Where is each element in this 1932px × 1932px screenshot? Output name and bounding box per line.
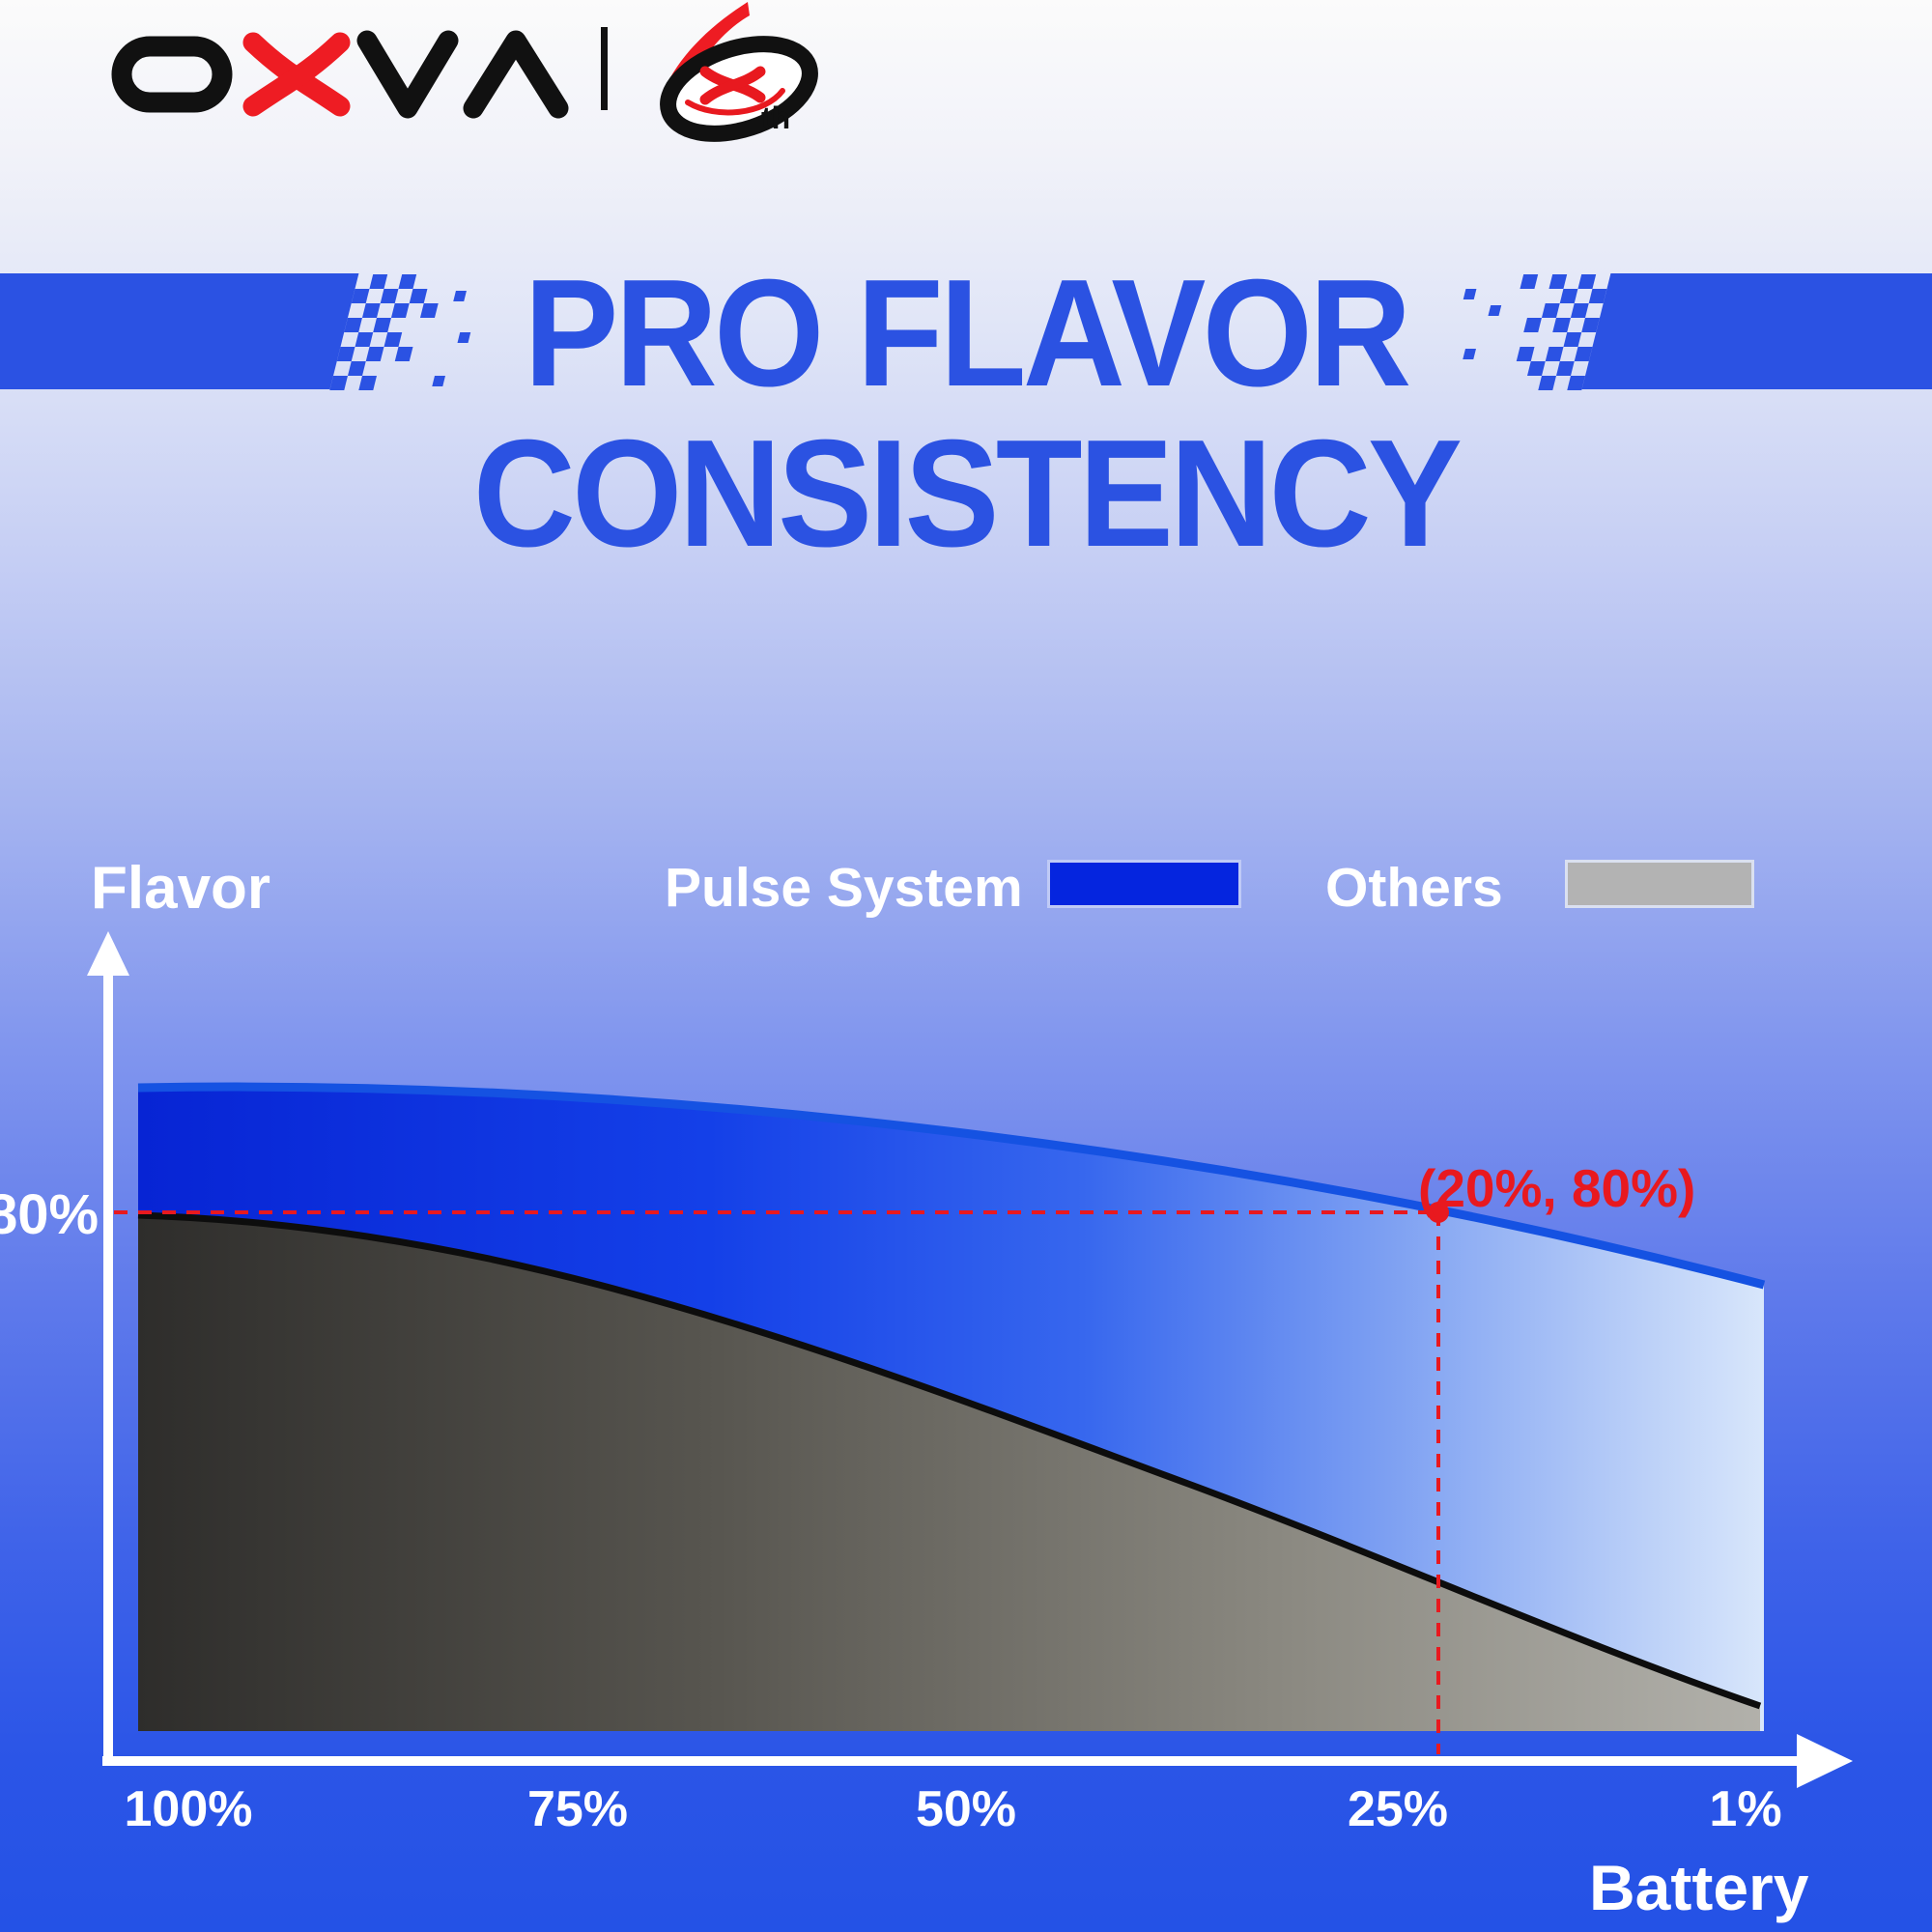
oxva-letter-o — [111, 36, 233, 113]
checkered-flag-right — [1463, 274, 1607, 390]
point-annotation: (20%, 80%) — [1418, 1158, 1696, 1218]
oxva-6th-anniversary-logo: th — [660, 2, 818, 142]
title-banner — [0, 273, 1932, 390]
x-axis-title: Battery — [1589, 1852, 1809, 1923]
legend-swatch-pulse-system — [1047, 860, 1241, 908]
x-tick-25: 25% — [1347, 1781, 1449, 1837]
oxva-letter-x2 — [242, 32, 351, 117]
y-tick-80: 80% — [0, 1183, 99, 1246]
oxva-letter-v — [356, 30, 459, 119]
banner-left-bar — [0, 273, 471, 390]
x-tick-75: 75% — [526, 1781, 629, 1837]
others-curve — [137, 1211, 1762, 1710]
legend-swatch-others — [1565, 860, 1754, 908]
oxva-letter-a — [463, 30, 569, 119]
reference-lines — [114, 1210, 1440, 1754]
checkered-flag-left — [329, 274, 471, 390]
x-tick-1: 1% — [1709, 1781, 1782, 1837]
data-point-20-80 — [1428, 1202, 1449, 1223]
page-title: PRO FLAVOR CONSISTENCY — [0, 253, 1932, 574]
y-axis-title: Flavor — [91, 855, 271, 922]
others-area — [138, 1215, 1760, 1731]
banner-right-bar — [1463, 273, 1932, 390]
x-tick-100: 100% — [124, 1781, 253, 1837]
legend-label-pulse-system: Pulse System — [665, 857, 1023, 919]
x-axis-arrow-icon — [1797, 1734, 1853, 1788]
anniversary-suffix: th — [761, 100, 790, 135]
oxva-logo — [111, 30, 569, 119]
pulse-system-curve — [137, 1082, 1766, 1290]
axes — [87, 931, 1853, 1788]
legend-label-others: Others — [1325, 857, 1503, 919]
title-line-2: CONSISTENCY — [472, 409, 1463, 579]
x-tick-50: 50% — [915, 1781, 1017, 1837]
logo-divider — [601, 27, 608, 110]
y-axis-arrow-icon — [87, 931, 129, 976]
title-line-1: PRO FLAVOR — [524, 248, 1411, 418]
header-logos: th — [111, 2, 818, 142]
anniversary-x-icon — [685, 66, 785, 116]
